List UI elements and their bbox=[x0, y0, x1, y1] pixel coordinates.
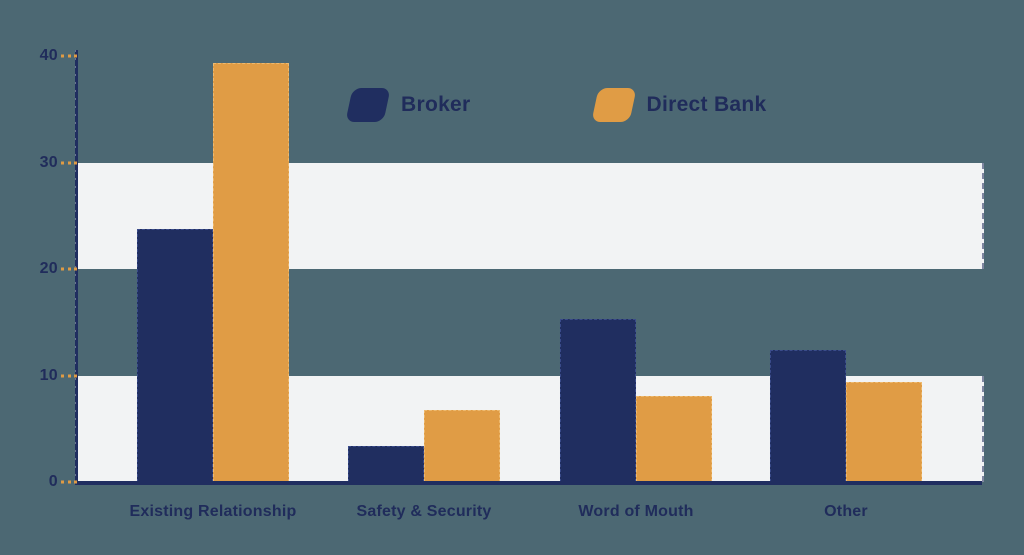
y-tick-label-0: 0 bbox=[48, 473, 58, 490]
category-label-existing-relationship: Existing Relationship bbox=[129, 503, 297, 520]
legend-item-direct-bank: Direct Bank bbox=[590, 88, 767, 122]
bar-broker-word-of-mouth bbox=[560, 319, 636, 482]
bar-direct-bank-word-of-mouth bbox=[636, 395, 712, 482]
y-tick-leader-30 bbox=[61, 161, 77, 164]
broker-legend-label: Broker bbox=[401, 93, 471, 116]
bar-direct-bank-existing-relationship bbox=[213, 63, 289, 482]
category-label-safety-security: Safety & Security bbox=[356, 503, 492, 520]
direct-bank-legend-label: Direct Bank bbox=[646, 93, 767, 116]
direct-bank-legend-swatch bbox=[590, 88, 637, 122]
y-tick-leader-10 bbox=[61, 374, 77, 377]
legend: Broker Direct Bank bbox=[345, 88, 767, 122]
bar-broker-safety-security bbox=[348, 445, 424, 482]
y-tick-leader-40 bbox=[61, 54, 77, 58]
y-tick-label-30: 30 bbox=[39, 153, 58, 171]
category-label-other: Other bbox=[824, 503, 868, 520]
y-tick-leader-20 bbox=[61, 267, 77, 271]
legend-item-broker: Broker bbox=[345, 88, 471, 122]
broker-legend-swatch bbox=[345, 88, 391, 122]
bar-direct-bank-safety-security bbox=[424, 409, 500, 482]
x-axis-line bbox=[75, 481, 982, 485]
y-tick-label-40: 40 bbox=[39, 47, 58, 64]
category-label-word-of-mouth: Word of Mouth bbox=[578, 503, 694, 520]
y-tick-label-20: 20 bbox=[39, 260, 58, 277]
bar-broker-existing-relationship bbox=[137, 228, 213, 482]
y-tick-label-10: 10 bbox=[39, 366, 58, 384]
y-tick-leader-0 bbox=[61, 480, 77, 484]
